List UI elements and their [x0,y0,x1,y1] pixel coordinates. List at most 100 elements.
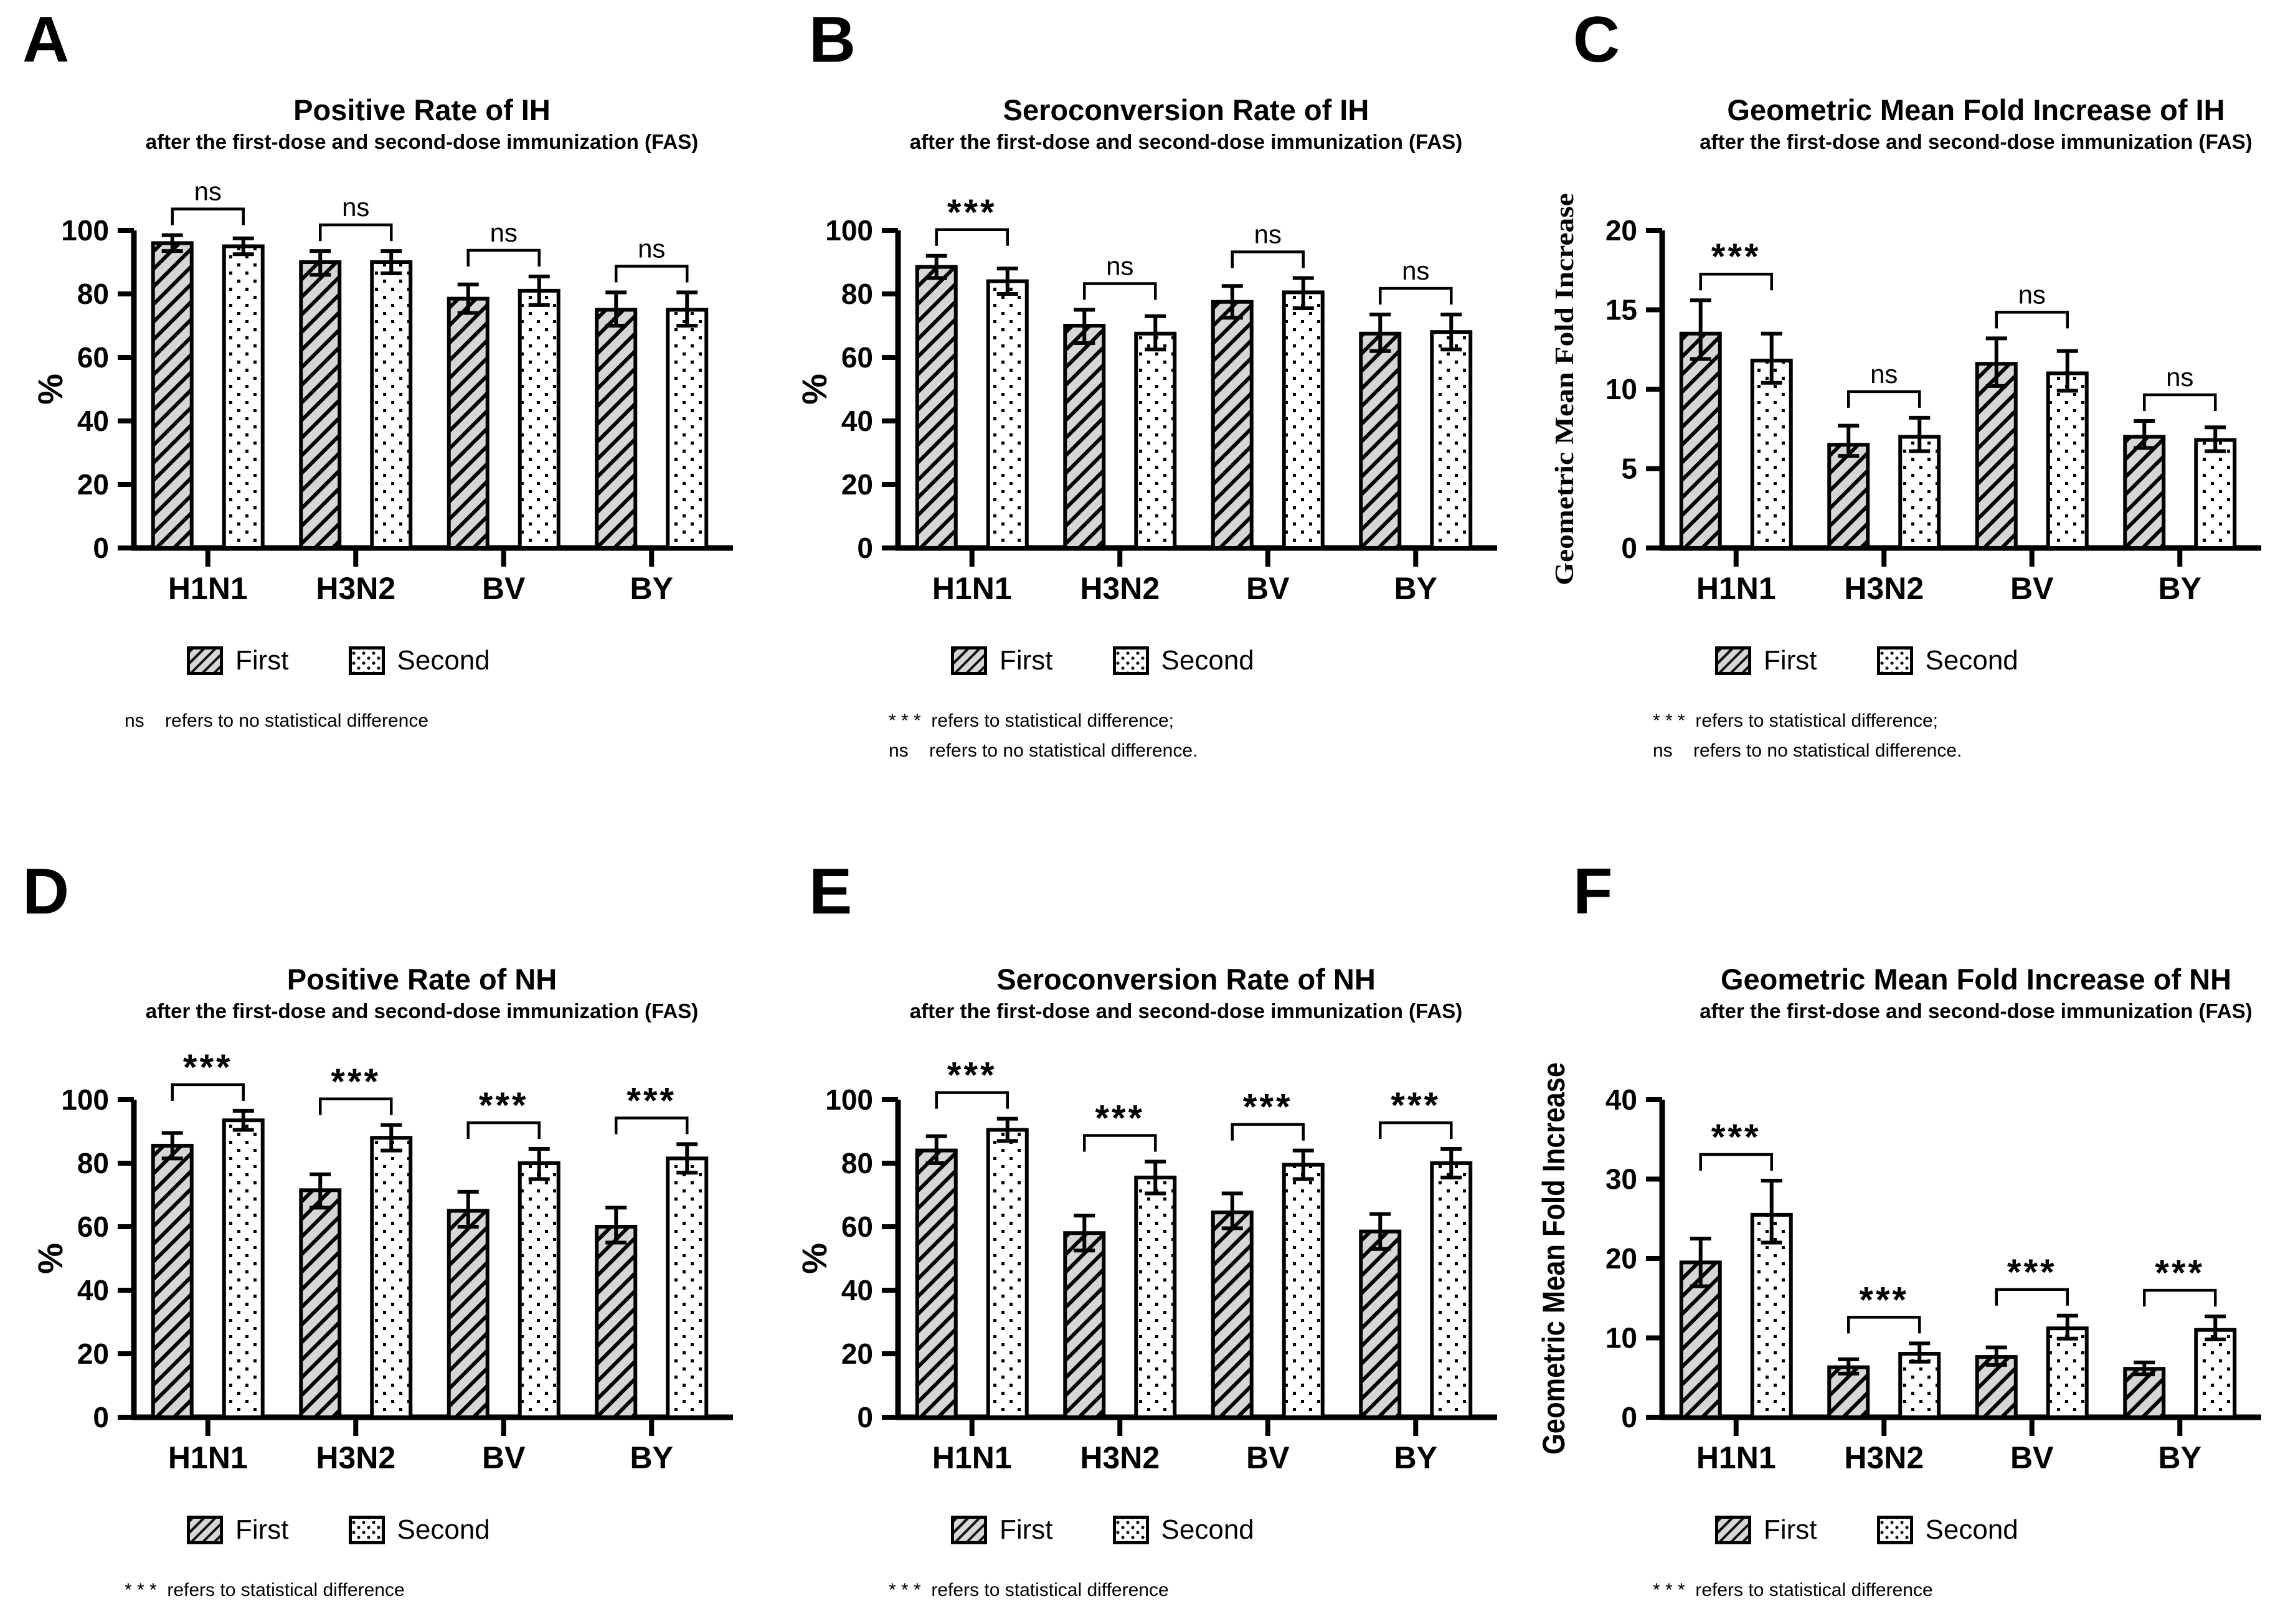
significance-label: ns [490,218,518,247]
bar-second-by [666,1156,709,1420]
bar-first-bv [1211,300,1254,550]
bar-second-h1n1 [1750,1213,1793,1420]
y-tick-label: 5 [1621,453,1637,485]
bar-first-bv [447,296,489,550]
x-category-label: BV [482,571,526,606]
x-category-label: BV [2010,1440,2054,1475]
legend-label: Second [1161,1514,1254,1546]
significance-bracket [171,207,245,225]
x-category-label: H3N2 [1844,1440,1924,1475]
significance-label: ns [342,192,369,222]
significance-label: *** [1391,1085,1440,1126]
bar-second-h3n2 [370,1136,413,1420]
x-category-label: H1N1 [932,571,1012,606]
bar-first-h1n1 [915,265,958,550]
significance-bracket [1699,273,1773,291]
significance-bracket [1231,250,1305,268]
panel-letter: A [22,4,70,76]
footnote-line: * * * refers to statistical difference [889,1580,1169,1601]
chart-title: Positive Rate of NH [286,963,557,996]
significance-bracket [171,1083,245,1102]
significance-label: *** [1095,1098,1145,1139]
legend-label: First [1764,645,1817,676]
legend-label: Second [1925,1514,2018,1546]
y-tick-label: 40 [1605,1083,1637,1116]
legend-label: Second [397,1514,490,1546]
y-tick-label: 20 [841,1338,873,1370]
bar-second-h1n1 [222,1118,265,1420]
bar-first-bv [1975,362,2018,550]
legend-item-first: First [187,1514,289,1546]
bar-first-h3n2 [1063,1231,1106,1420]
chart-title: Geometric Mean Fold Increase of IH [1727,93,2225,126]
bar-first-by [1359,1229,1402,1420]
legend: First Second [1715,1514,2293,1546]
x-category-label: BY [630,571,673,606]
significance-label: *** [947,192,997,233]
y-tick-label: 40 [841,1274,873,1306]
y-tick-label: 20 [841,468,873,501]
bar-first-h1n1 [151,1144,194,1420]
bar-chart: 0 10 20 30 40 Geometric Mean Fold Increase H1N… [1536,1062,2261,1475]
footnotes: * * * refers to statistical difference [889,1575,1528,1605]
title-block: Seroconversion Rate of NH after the firs… [870,963,1502,1022]
dots-swatch-icon [348,1516,385,1545]
legend-item-second: Second [1876,1514,2018,1546]
y-tick-label: 30 [1605,1163,1637,1196]
bar-second-h1n1 [986,279,1029,550]
significance-bracket [466,249,541,267]
y-tick-label: 20 [1605,214,1637,247]
chart-title: Positive Rate of IH [293,93,551,126]
significance-label: *** [626,1081,676,1121]
y-tick-label: 20 [77,1338,109,1370]
bar-chart: 0 20 40 60 80 100% H1N1 *** H3N2 *** BV *** BY *** [31,1047,733,1475]
x-category-label: H1N1 [932,1440,1012,1475]
significance-bracket [1847,390,1921,408]
bar-first-h3n2 [1063,324,1106,550]
bar-second-bv [518,289,560,550]
significance-bracket [319,1097,393,1116]
y-tick-label: 0 [93,532,109,564]
hatch-swatch-icon [187,1516,223,1545]
x-category-label: BY [630,1440,673,1475]
x-category-label: H3N2 [1080,571,1160,606]
x-category-label: H3N2 [1080,1440,1160,1475]
legend-label: First [1000,645,1053,676]
x-category-label: BV [1246,571,1290,606]
chart-title: Seroconversion Rate of NH [996,963,1376,996]
significance-bracket [615,265,689,283]
y-tick-label: 60 [77,1211,109,1243]
panel-c: C Geometric Mean Fold Increase of IH aft… [1528,0,2293,812]
dots-swatch-icon [1112,1516,1149,1545]
chart-subtitle: after the first-dose and second-dose imm… [909,999,1463,1023]
y-tick-label: 10 [1605,373,1637,405]
bar-first-h1n1 [915,1148,958,1420]
bar-second-h3n2 [1134,1176,1177,1420]
bar-second-bv [2046,371,2089,550]
significance-label: ns [1254,220,1282,249]
bar-first-by [595,1225,638,1420]
x-category-label: H1N1 [168,571,248,606]
hatch-swatch-icon [951,1516,987,1545]
significance-label: *** [331,1062,381,1102]
y-tick-label: 20 [77,468,109,501]
y-tick-label: 0 [857,532,873,564]
bar-second-by [2194,438,2237,550]
significance-bracket [935,228,1009,247]
significance-label: *** [479,1085,529,1126]
bar-second-h3n2 [1134,332,1177,550]
bar-second-by [666,308,709,550]
significance-bracket [2143,394,2217,412]
chart-block: Seroconversion Rate of NH after the firs… [764,812,1528,1605]
chart-subtitle: after the first-dose and second-dose imm… [145,130,699,154]
bar-second-h1n1 [222,244,265,550]
title-block: Positive Rate of NH after the first-dose… [106,963,738,1022]
legend-item-second: Second [1112,1514,1254,1546]
bar-chart: 0 20 40 60 80 100% H1N1 *** H3N2 ns BV ns BY ns [795,192,1497,606]
significance-label: ns [1870,359,1898,389]
x-category-label: BV [2010,571,2054,606]
footnote-line: * * * refers to statistical difference; [1653,710,1938,732]
significance-label: *** [1711,237,1761,278]
bar-second-bv [2046,1326,2089,1420]
